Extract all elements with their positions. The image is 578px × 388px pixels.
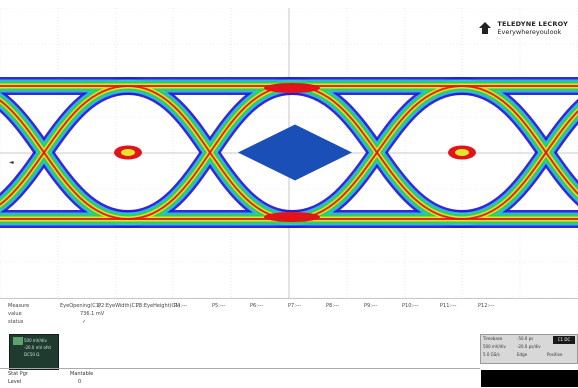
eye-diagram-display[interactable]: TELEDYNE LECROY Everywhereyoulook ◄ (0, 8, 578, 299)
measure-param-header[interactable]: P3:EyeHeight(C1) (136, 303, 181, 309)
status-label-1: Stat Pgr (8, 371, 28, 377)
eye-trace (127, 85, 293, 220)
status-label-2: Level (8, 379, 22, 385)
eye-crossing-core (121, 149, 135, 156)
measure-param-header[interactable]: P8:--- (326, 303, 340, 309)
channel-line-2: -20.0 mV ofst (24, 345, 52, 350)
measure-param-header[interactable]: P12:--- (478, 303, 495, 309)
measure-param-header[interactable]: P6:--- (250, 303, 264, 309)
measure-param-header[interactable]: P7:--- (288, 303, 302, 309)
logo-mark-icon (479, 22, 492, 34)
status-value-2: 0 (78, 379, 82, 385)
measure-param-header[interactable]: P11:--- (440, 303, 457, 309)
timebase-value: -50.0 ps (517, 336, 534, 341)
measurement-table: Measure value status EyeOpening(C1) 736.1 mV… (0, 300, 578, 334)
eye-trace (0, 85, 129, 206)
channel-descriptor-box[interactable]: 500 mV/div -20.0 mV ofst DC50 Ω (9, 334, 59, 370)
measure-row-label: Measure (8, 303, 30, 309)
logo-title: TELEDYNE LECROY (497, 20, 568, 28)
eye-crossing-core (455, 149, 469, 156)
eye-top-rail-hot (264, 83, 320, 93)
channel-color-tag (13, 337, 23, 345)
trigger-slope: Positive (547, 352, 563, 357)
measure-row-label: status (8, 319, 24, 325)
measure-status: ✓ (82, 319, 87, 325)
trigger-badge: C1 DC (553, 336, 575, 344)
teledyne-lecroy-logo: TELEDYNE LECROY Everywhereyoulook (477, 20, 568, 36)
timebase-row-1: 500 mV/div (483, 344, 506, 349)
eye-trace (461, 109, 578, 220)
timebase-label: Timebase (483, 336, 503, 341)
channel-line-3: DC50 Ω (24, 352, 40, 357)
message-panel (481, 370, 578, 387)
trigger-type: Edge (517, 352, 528, 357)
status-table: Stat Pgr Level Mantable 0 (0, 368, 480, 388)
timebase-row-3: 5.0 GS/s (483, 352, 500, 357)
eye-trace (291, 85, 463, 220)
measure-param-header[interactable]: P2:EyeWidth(C1) (98, 303, 141, 309)
eye-diagram (0, 8, 578, 298)
measure-param-header[interactable]: P9:--- (364, 303, 378, 309)
measure-param-header[interactable]: P4:--- (174, 303, 188, 309)
trigger-level-marker[interactable]: ◄ (9, 159, 14, 166)
logo-tagline: Everywhereyoulook (497, 28, 562, 36)
measure-value: 736.1 mV (80, 311, 105, 317)
measure-row-label: value (8, 311, 22, 317)
measure-param-header[interactable]: P10:--- (402, 303, 419, 309)
status-value-1: Mantable (70, 371, 94, 377)
measure-param-header[interactable]: EyeOpening(C1) (60, 303, 101, 309)
measure-param-header[interactable]: P5:--- (212, 303, 226, 309)
eye-bottom-rail-hot (264, 212, 320, 222)
channel-line-1: 500 mV/div (24, 338, 47, 343)
timebase-row-2: -20.0 ps/div (517, 344, 541, 349)
timebase-trigger-box[interactable]: Timebase -50.0 ps C1 DC 500 mV/div -20.0… (480, 334, 578, 364)
eye-mask (238, 124, 352, 181)
